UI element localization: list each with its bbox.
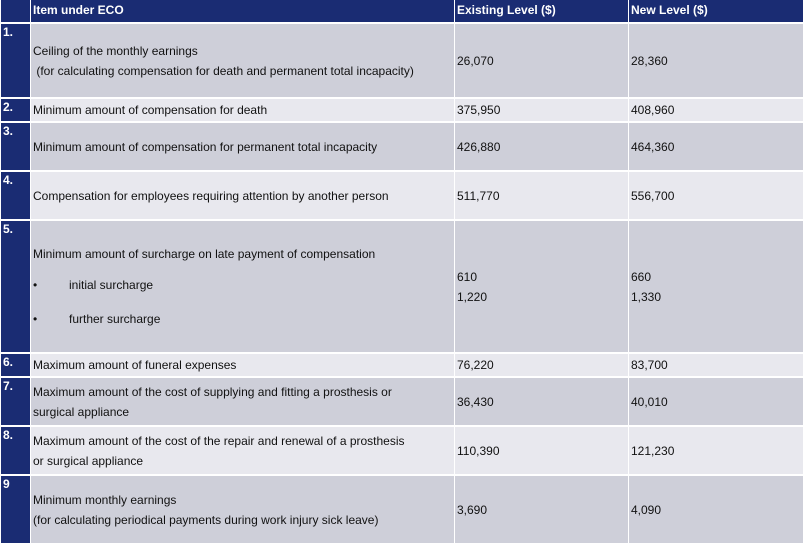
row-number: 4. (0, 171, 31, 221)
bullet-icon: • (33, 278, 38, 292)
existing-level-column-header: Existing Level ($) (454, 0, 629, 24)
table-row: 1. Ceiling of the monthly earnings (for … (0, 23, 803, 99)
item-line: Minimum amount of surcharge on late paym… (33, 247, 376, 261)
bullet-item: • initial surcharge (33, 275, 452, 295)
table-row: 6. Maximum amount of funeral expenses 76… (0, 353, 803, 378)
bullet-icon: • (33, 312, 38, 326)
table-row: 9 Minimum monthly earnings (for calculat… (0, 475, 803, 545)
existing-level-value: 3,690 (454, 475, 629, 545)
item-description: Maximum amount of the cost of supplying … (30, 377, 455, 427)
item-line: or surgical appliance (33, 453, 144, 468)
item-line: surgical appliance (33, 404, 130, 419)
row-number: 7. (0, 377, 31, 427)
new-level-value: 40,010 (628, 377, 803, 427)
table-row: 8. Maximum amount of the cost of the rep… (0, 426, 803, 476)
existing-value-initial: 610 (457, 269, 478, 284)
item-description: Compensation for employees requiring att… (30, 171, 455, 221)
row-number: 1. (0, 23, 31, 99)
item-line: (for calculating compensation for death … (33, 63, 414, 78)
item-description: Minimum monthly earnings (for calculatin… (30, 475, 455, 545)
new-level-value: 464,360 (628, 122, 803, 172)
table-row: 4. Compensation for employees requiring … (0, 171, 803, 221)
row-number: 3. (0, 122, 31, 172)
new-level-value: 83,700 (628, 353, 803, 378)
new-level-value: 121,230 (628, 426, 803, 476)
item-line: Minimum monthly earnings (33, 492, 177, 507)
item-description: Maximum amount of the cost of the repair… (30, 426, 455, 476)
table-row: 2. Minimum amount of compensation for de… (0, 98, 803, 123)
row-number: 2. (0, 98, 31, 123)
existing-level-value: 375,950 (454, 98, 629, 123)
new-level-value: 4,090 (628, 475, 803, 545)
item-description: Minimum amount of compensation for perma… (30, 122, 455, 172)
header-row: Item under ECO Existing Level ($) New Le… (0, 0, 803, 24)
item-line: Maximum amount of the cost of the repair… (33, 433, 405, 448)
bullet-item: • further surcharge (33, 309, 452, 329)
number-column-header (0, 0, 31, 24)
existing-level-value: 36,430 (454, 377, 629, 427)
existing-level-value: 76,220 (454, 353, 629, 378)
item-line: (for calculating periodical payments dur… (33, 512, 379, 527)
existing-level-value: 610 1,220 (454, 220, 629, 354)
new-value-initial: 660 (631, 269, 652, 284)
existing-level-value: 511,770 (454, 171, 629, 221)
item-description: Ceiling of the monthly earnings (for cal… (30, 23, 455, 99)
item-description: Minimum amount of compensation for death (30, 98, 455, 123)
new-level-value: 408,960 (628, 98, 803, 123)
item-line: Ceiling of the monthly earnings (33, 43, 198, 58)
existing-level-value: 26,070 (454, 23, 629, 99)
new-level-value: 660 1,330 (628, 220, 803, 354)
existing-level-value: 110,390 (454, 426, 629, 476)
table-row: 3. Minimum amount of compensation for pe… (0, 122, 803, 172)
existing-level-value: 426,880 (454, 122, 629, 172)
item-description: Minimum amount of surcharge on late paym… (30, 220, 455, 354)
table-row: 5. Minimum amount of surcharge on late p… (0, 220, 803, 354)
row-number: 8. (0, 426, 31, 476)
item-line: Maximum amount of the cost of supplying … (33, 384, 392, 399)
bullet-label: initial surcharge (69, 278, 154, 292)
row-number: 9 (0, 475, 31, 545)
item-column-header: Item under ECO (30, 0, 455, 24)
row-number: 6. (0, 353, 31, 378)
new-level-value: 28,360 (628, 23, 803, 99)
new-level-value: 556,700 (628, 171, 803, 221)
new-level-column-header: New Level ($) (628, 0, 803, 24)
existing-value-further: 1,220 (457, 289, 488, 304)
new-value-further: 1,330 (631, 289, 662, 304)
item-description: Maximum amount of funeral expenses (30, 353, 455, 378)
bullet-label: further surcharge (69, 312, 161, 326)
table-row: 7. Maximum amount of the cost of supplyi… (0, 377, 803, 427)
row-number: 5. (0, 220, 31, 354)
